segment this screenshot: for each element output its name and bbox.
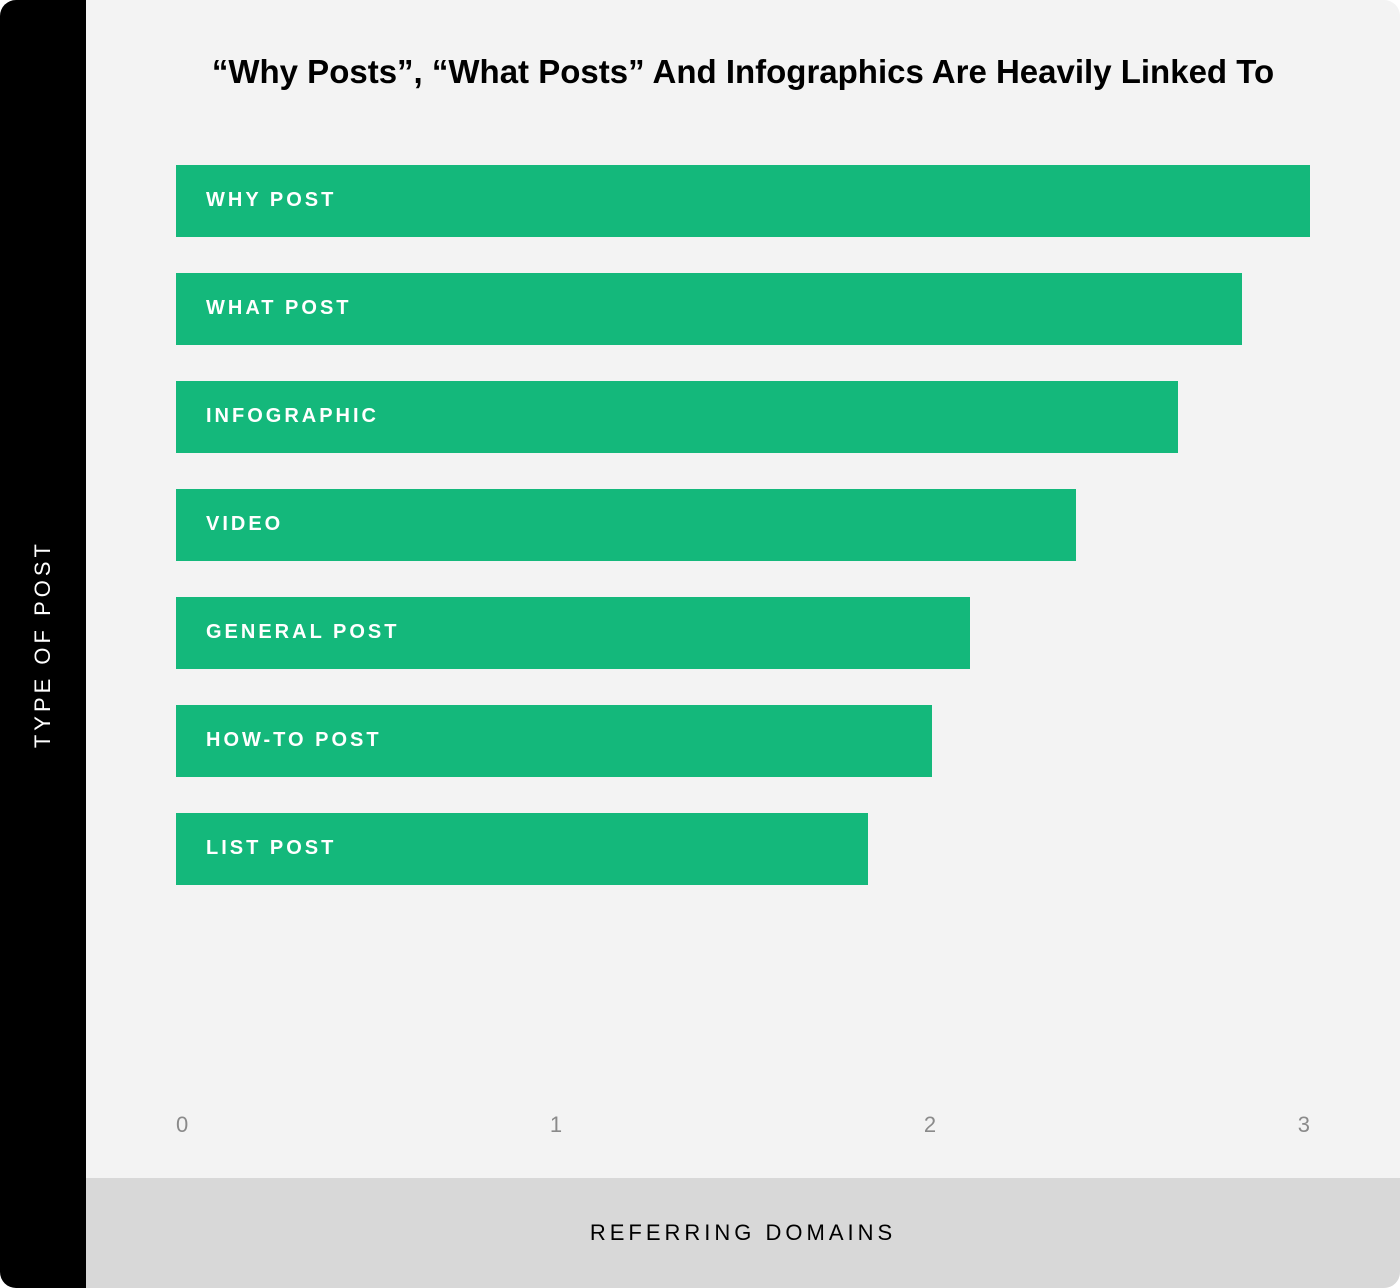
bar: VIDEO <box>176 489 1076 561</box>
y-axis-sidebar: TYPE OF POST <box>0 0 86 1288</box>
x-tick: 0 <box>176 1112 188 1138</box>
bar-track: VIDEO <box>176 489 1310 561</box>
bar-label: HOW-TO POST <box>206 729 382 752</box>
bar-label: VIDEO <box>206 513 283 536</box>
chart-main: “Why Posts”, “What Posts” And Infographi… <box>86 0 1400 1288</box>
bar: WHY POST <box>176 165 1310 237</box>
chart-container: TYPE OF POST “Why Posts”, “What Posts” A… <box>0 0 1400 1288</box>
x-tick: 1 <box>550 1112 562 1138</box>
bar-track: LIST POST <box>176 813 1310 885</box>
bar-label: WHAT POST <box>206 297 352 320</box>
chart-title: “Why Posts”, “What Posts” And Infographi… <box>176 50 1310 95</box>
x-axis-label: REFERRING DOMAINS <box>590 1220 896 1246</box>
x-axis-footer: REFERRING DOMAINS <box>86 1178 1400 1288</box>
bar-track: GENERAL POST <box>176 597 1310 669</box>
bar-label: LIST POST <box>206 837 336 860</box>
x-tick: 2 <box>924 1112 936 1138</box>
y-axis-label: TYPE OF POST <box>30 540 56 748</box>
bar-label: INFOGRAPHIC <box>206 405 379 428</box>
bar-track: HOW-TO POST <box>176 705 1310 777</box>
bars-list: WHY POST WHAT POST INFOGRAPHIC VIDEO GENERAL… <box>176 165 1310 1072</box>
bar-label: WHY POST <box>206 189 336 212</box>
bar-track: WHY POST <box>176 165 1310 237</box>
bar: HOW-TO POST <box>176 705 932 777</box>
bar-label: GENERAL POST <box>206 621 399 644</box>
x-axis: 0 1 2 3 <box>176 1112 1310 1138</box>
bar-track: WHAT POST <box>176 273 1310 345</box>
bar: INFOGRAPHIC <box>176 381 1178 453</box>
bars-wrapper: WHY POST WHAT POST INFOGRAPHIC VIDEO GENERAL… <box>176 165 1310 1072</box>
bar-track: INFOGRAPHIC <box>176 381 1310 453</box>
x-tick: 3 <box>1298 1112 1310 1138</box>
chart-area: “Why Posts”, “What Posts” And Infographi… <box>86 0 1400 1178</box>
bar: WHAT POST <box>176 273 1242 345</box>
bar: LIST POST <box>176 813 868 885</box>
bar: GENERAL POST <box>176 597 970 669</box>
